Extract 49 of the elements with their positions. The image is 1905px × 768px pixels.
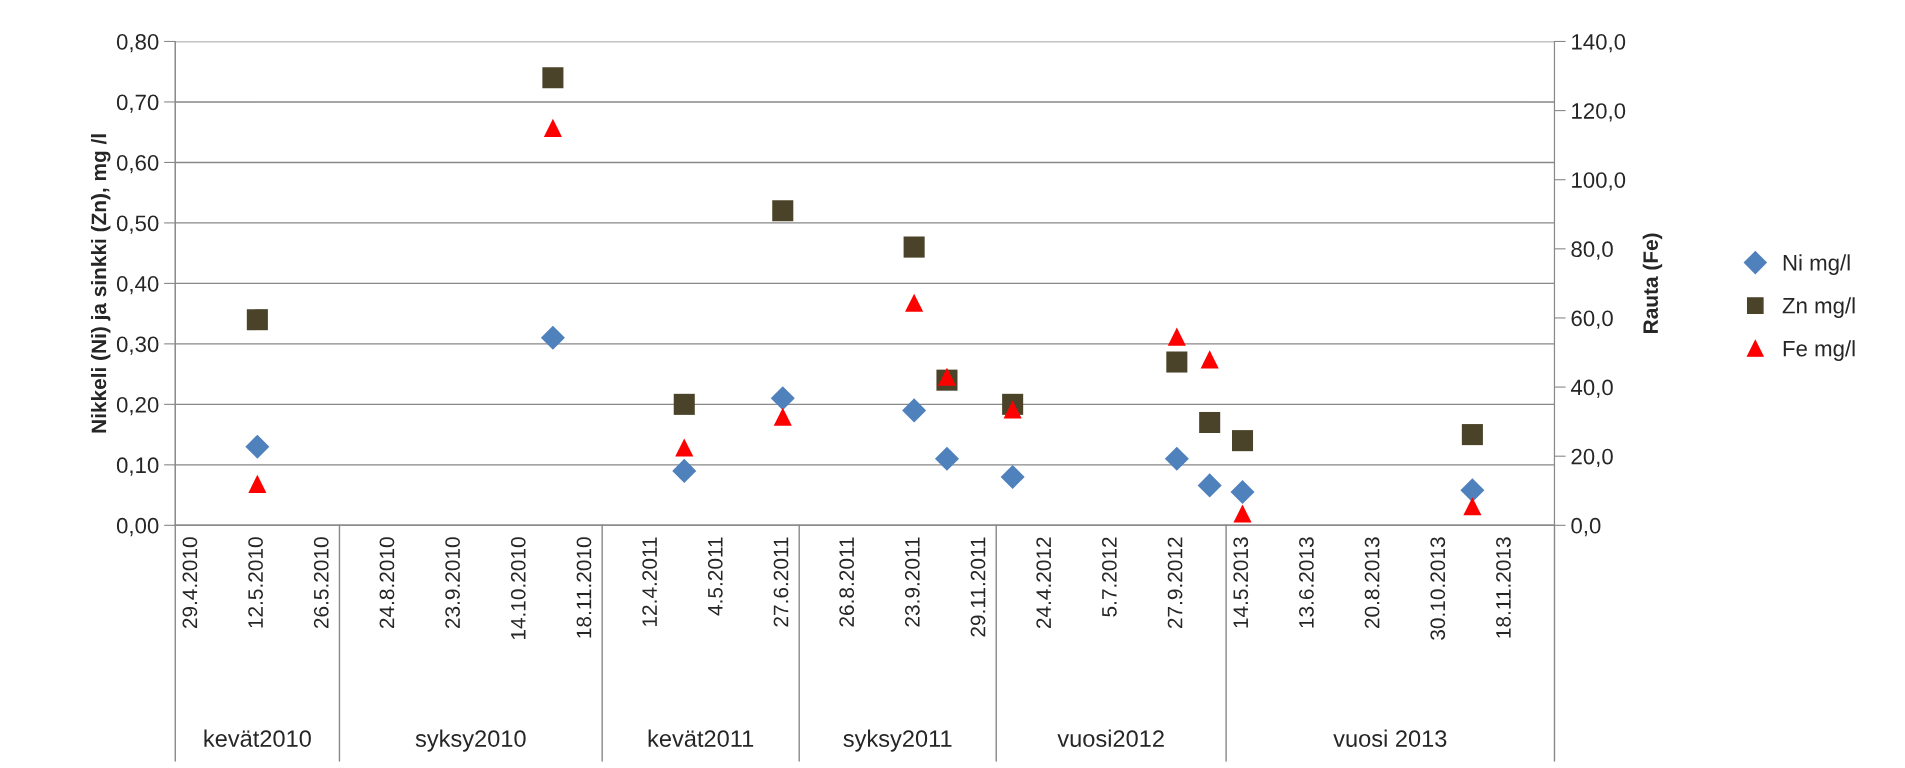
x-tick-label: 24.4.2012 bbox=[1036, 537, 1052, 629]
text: vuosi 2013 bbox=[1333, 729, 1447, 747]
x-tick-label: 24.8.2010 bbox=[379, 537, 395, 629]
text: kevät2011 bbox=[648, 729, 754, 747]
y-tick-label: 0,10 bbox=[116, 457, 159, 476]
x-tick-label: 13.6.2013 bbox=[1299, 537, 1314, 628]
legend-label: Fe mg/l bbox=[1783, 340, 1855, 361]
y-tick-label: 0,60 bbox=[116, 154, 159, 174]
y2-axis-title: Rauta (Fe) bbox=[1642, 233, 1663, 333]
x-tick-label: 18.11.2010 bbox=[576, 537, 592, 638]
x-tick-label: 12.4.2011 bbox=[642, 537, 658, 626]
legend-label: Ni mg/l bbox=[1783, 254, 1850, 275]
y-tick-label: 0,70 bbox=[116, 94, 159, 113]
y-tick-label: 0,20 bbox=[116, 396, 159, 416]
x-tick-label: 30.10.2013 bbox=[1430, 537, 1446, 640]
y2-tick-label: 20,0 bbox=[1571, 448, 1613, 468]
y-tick-label: 0,80 bbox=[116, 34, 159, 53]
x-tick-label: 4.5.2011 bbox=[707, 537, 723, 616]
y2-tick-label: 100,0 bbox=[1572, 172, 1626, 191]
x-tick-label: 27.9.2012 bbox=[1167, 537, 1183, 629]
y-tick-label: 0,30 bbox=[116, 336, 159, 355]
x-tick-label: 20.8.2013 bbox=[1364, 537, 1380, 629]
text: syksy2010 bbox=[415, 729, 526, 752]
x-tick-label: 18.11.2013 bbox=[1496, 537, 1511, 638]
x-tick-label: 26.8.2011 bbox=[839, 537, 855, 627]
legend-label: Zn mg/l bbox=[1782, 297, 1855, 318]
text: vuosi2012 bbox=[1057, 729, 1164, 747]
y2-tick-label: 40,0 bbox=[1570, 379, 1613, 398]
y-tick-label: 0,50 bbox=[116, 215, 159, 234]
y2-tick-label: 80,0 bbox=[1571, 241, 1613, 260]
x-tick-label: 29.11.2011 bbox=[970, 537, 986, 637]
y2-tick-label: 60,0 bbox=[1571, 310, 1613, 329]
x-tick-label: 14.10.2010 bbox=[510, 537, 526, 640]
x-tick-label: 12.5.2010 bbox=[248, 537, 263, 628]
x-tick-label: 14.5.2013 bbox=[1233, 537, 1249, 628]
y2-tick-label: 120,0 bbox=[1572, 103, 1626, 122]
y-axis-title: Nikkeli (Ni) ja sinkki (Zn), mg /l bbox=[90, 134, 111, 433]
x-tick-label: 5.7.2012 bbox=[1102, 537, 1117, 617]
x-tick-label: 23.9.2010 bbox=[445, 537, 460, 629]
y2-tick-label: 0,0 bbox=[1571, 517, 1601, 537]
x-tick-label: 26.5.2010 bbox=[313, 537, 329, 629]
x-tick-label: 27.6.2011 bbox=[773, 537, 789, 627]
y-tick-label: 0,40 bbox=[116, 275, 159, 295]
text: syksy2011 bbox=[843, 729, 952, 752]
x-tick-label: 23.9.2011 bbox=[904, 537, 920, 627]
y-tick-label: 0,00 bbox=[116, 517, 159, 537]
x-tick-label: 29.4.2010 bbox=[182, 537, 198, 629]
text: kevät2010 bbox=[204, 729, 311, 747]
y2-tick-label: 140,0 bbox=[1572, 34, 1626, 53]
